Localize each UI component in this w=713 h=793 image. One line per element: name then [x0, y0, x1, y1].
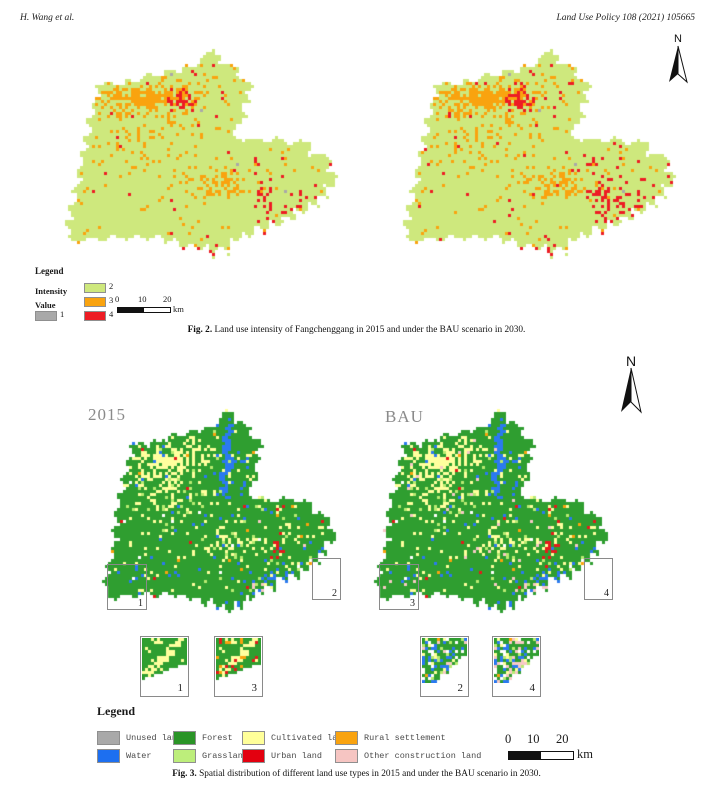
zoom-rect-3: 3 — [379, 564, 419, 610]
zoom-rect-2-label: 2 — [332, 588, 337, 599]
swatch-intensity-4 — [84, 311, 106, 321]
inset-map-2 — [422, 638, 467, 683]
scalebar-bar — [117, 307, 171, 313]
caption-fig2: Fig. 2. Land use intensity of Fangchengg… — [0, 325, 713, 335]
header-journal: Land Use Policy 108 (2021) 105665 — [556, 13, 695, 23]
swatch-intensity-2 — [84, 283, 106, 293]
swatch-water — [97, 749, 120, 764]
legend-item-rural-settlement: Rural settlement — [335, 729, 446, 747]
scalebar-tick-20: 20 — [556, 732, 569, 746]
north-label: N — [625, 353, 637, 369]
swatch-intensity-1 — [35, 311, 57, 321]
north-arrow-fig2: N — [662, 34, 694, 89]
legend-fig3-title: Legend — [97, 704, 136, 718]
zoom-rect-3-label: 3 — [410, 598, 415, 609]
swatch-unused-land — [97, 731, 120, 746]
legend-field-intensity: Intensity — [35, 286, 68, 296]
legend-value-1: 1 — [60, 309, 65, 319]
zoom-rect-4-label: 4 — [604, 588, 609, 599]
scalebar-tick-0: 0 — [115, 294, 120, 304]
north-arrow-icon — [669, 45, 688, 84]
swatch-other-construction-land — [335, 749, 358, 764]
scalebar-tick-0: 0 — [505, 732, 512, 746]
legend-value-3: 3 — [109, 295, 114, 305]
scalebar-tick-10: 10 — [527, 732, 540, 746]
header-authors: H. Wang et al. — [20, 13, 75, 23]
swatch-intensity-3 — [84, 297, 106, 307]
inset-label-3: 3 — [251, 682, 258, 694]
inset-box-1: 1 — [140, 636, 189, 697]
inset-box-2: 2 — [420, 636, 469, 697]
scalebar-fig2: 0 10 20 km — [113, 294, 203, 316]
swatch-cultivated-land — [242, 731, 265, 746]
zoom-rect-2: 2 — [312, 558, 341, 600]
swatch-grassland — [173, 749, 196, 764]
inset-map-3 — [216, 638, 261, 683]
legend-item-unused-land: Unused land — [97, 729, 182, 747]
legend-item-grassland: Grassland — [173, 747, 248, 765]
swatch-forest — [173, 731, 196, 746]
map-intensity-bau-2030 — [388, 46, 680, 264]
legend-item-forest: Forest — [173, 729, 233, 747]
scalebar-bar — [508, 751, 574, 760]
legend-item-water: Water — [97, 747, 152, 765]
swatch-rural-settlement — [335, 731, 358, 746]
inset-label-1: 1 — [177, 682, 184, 694]
scalebar-unit: km — [173, 304, 184, 314]
scalebar-tick-20: 20 — [163, 294, 172, 304]
north-arrow-icon — [621, 367, 642, 414]
caption-fig3-text: Spatial distribution of different land u… — [199, 769, 541, 779]
zoom-rect-4: 4 — [584, 558, 613, 600]
caption-fig3: Fig. 3. Spatial distribution of differen… — [0, 769, 713, 779]
legend-item-urban-land: Urban land — [242, 747, 322, 765]
map-intensity-2015 — [50, 46, 342, 264]
north-label: N — [674, 33, 682, 45]
scalebar-tick-10: 10 — [138, 294, 147, 304]
swatch-urban-land — [242, 749, 265, 764]
caption-fig2-label: Fig. 2. — [187, 325, 213, 335]
inset-label-2: 2 — [457, 682, 464, 694]
zoom-rect-1-label: 1 — [138, 598, 143, 609]
legend-item-other-construction-land: Other construction land — [335, 747, 481, 765]
north-arrow-fig3: N — [612, 353, 650, 419]
scalebar-fig3: 0 10 20 km — [503, 732, 613, 762]
caption-fig3-label: Fig. 3. — [172, 769, 197, 779]
scalebar-unit: km — [577, 747, 593, 761]
legend-field-value: Value — [35, 300, 56, 310]
inset-map-1 — [142, 638, 187, 683]
zoom-rect-1: 1 — [107, 564, 147, 610]
inset-box-4: 4 — [492, 636, 541, 697]
legend-title: Legend — [35, 266, 64, 276]
map-landuse-bau-2030 — [362, 406, 610, 621]
caption-fig2-text: Land use intensity of Fangchenggang in 2… — [214, 325, 526, 335]
inset-box-3: 3 — [214, 636, 263, 697]
legend-item-cultivated-land: Cultivated land — [242, 729, 348, 747]
map-landuse-2015 — [90, 406, 338, 621]
legend-value-4: 4 — [109, 309, 114, 319]
legend-value-2: 2 — [109, 281, 114, 291]
inset-label-4: 4 — [529, 682, 536, 694]
inset-map-4 — [494, 638, 539, 683]
legend-fig2: Legend — [35, 266, 64, 276]
